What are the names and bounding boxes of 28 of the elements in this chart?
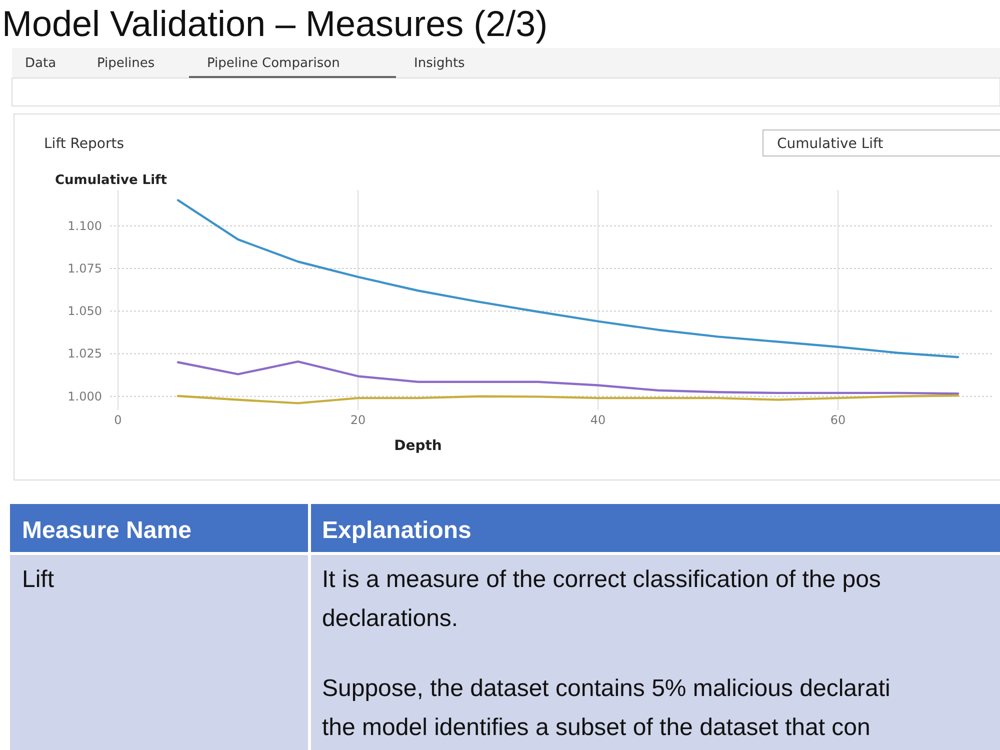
- text: Measure Name: [22, 517, 192, 544]
- line-series: [176, 360, 960, 395]
- text: Pipelines: [97, 56, 155, 71]
- x-tick-label: 0: [114, 413, 122, 427]
- text: Data: [25, 56, 56, 71]
- text: declarations.: [322, 605, 458, 632]
- chart-title: Model Validation – Measures (2/3): [2, 3, 548, 44]
- dropdown-field: Cumulative Lift: [762, 130, 1000, 156]
- y-tick-label: 1.000: [68, 389, 102, 404]
- y-tick-label: 1.100: [68, 218, 102, 233]
- y-axis-title: Cumulative Lift: [55, 173, 167, 188]
- y-tick-label: 1.075: [68, 261, 102, 276]
- y-tick-label: 1.025: [68, 346, 102, 361]
- text: Pipeline Comparison: [207, 56, 340, 71]
- text: Lift: [22, 566, 54, 593]
- x-tick-label: 40: [590, 413, 606, 427]
- text: the model identifies a subset of the dataset that con: [322, 714, 870, 741]
- text: Explanations: [322, 517, 472, 544]
- chart-subtitle: Lift Reports: [44, 136, 124, 152]
- x-axis-title: Depth: [394, 438, 442, 454]
- y-tick-label: 1.050: [68, 304, 102, 318]
- x-tick-label: 20: [350, 413, 366, 427]
- text: Suppose, the dataset contains 5% malicious declarati: [322, 675, 890, 702]
- text: It is a measure of the correct classification of the pos: [322, 566, 881, 593]
- line-series: [176, 199, 960, 358]
- line-series: [176, 394, 960, 404]
- text: Insights: [414, 56, 466, 71]
- x-tick-label: 60: [830, 413, 846, 427]
